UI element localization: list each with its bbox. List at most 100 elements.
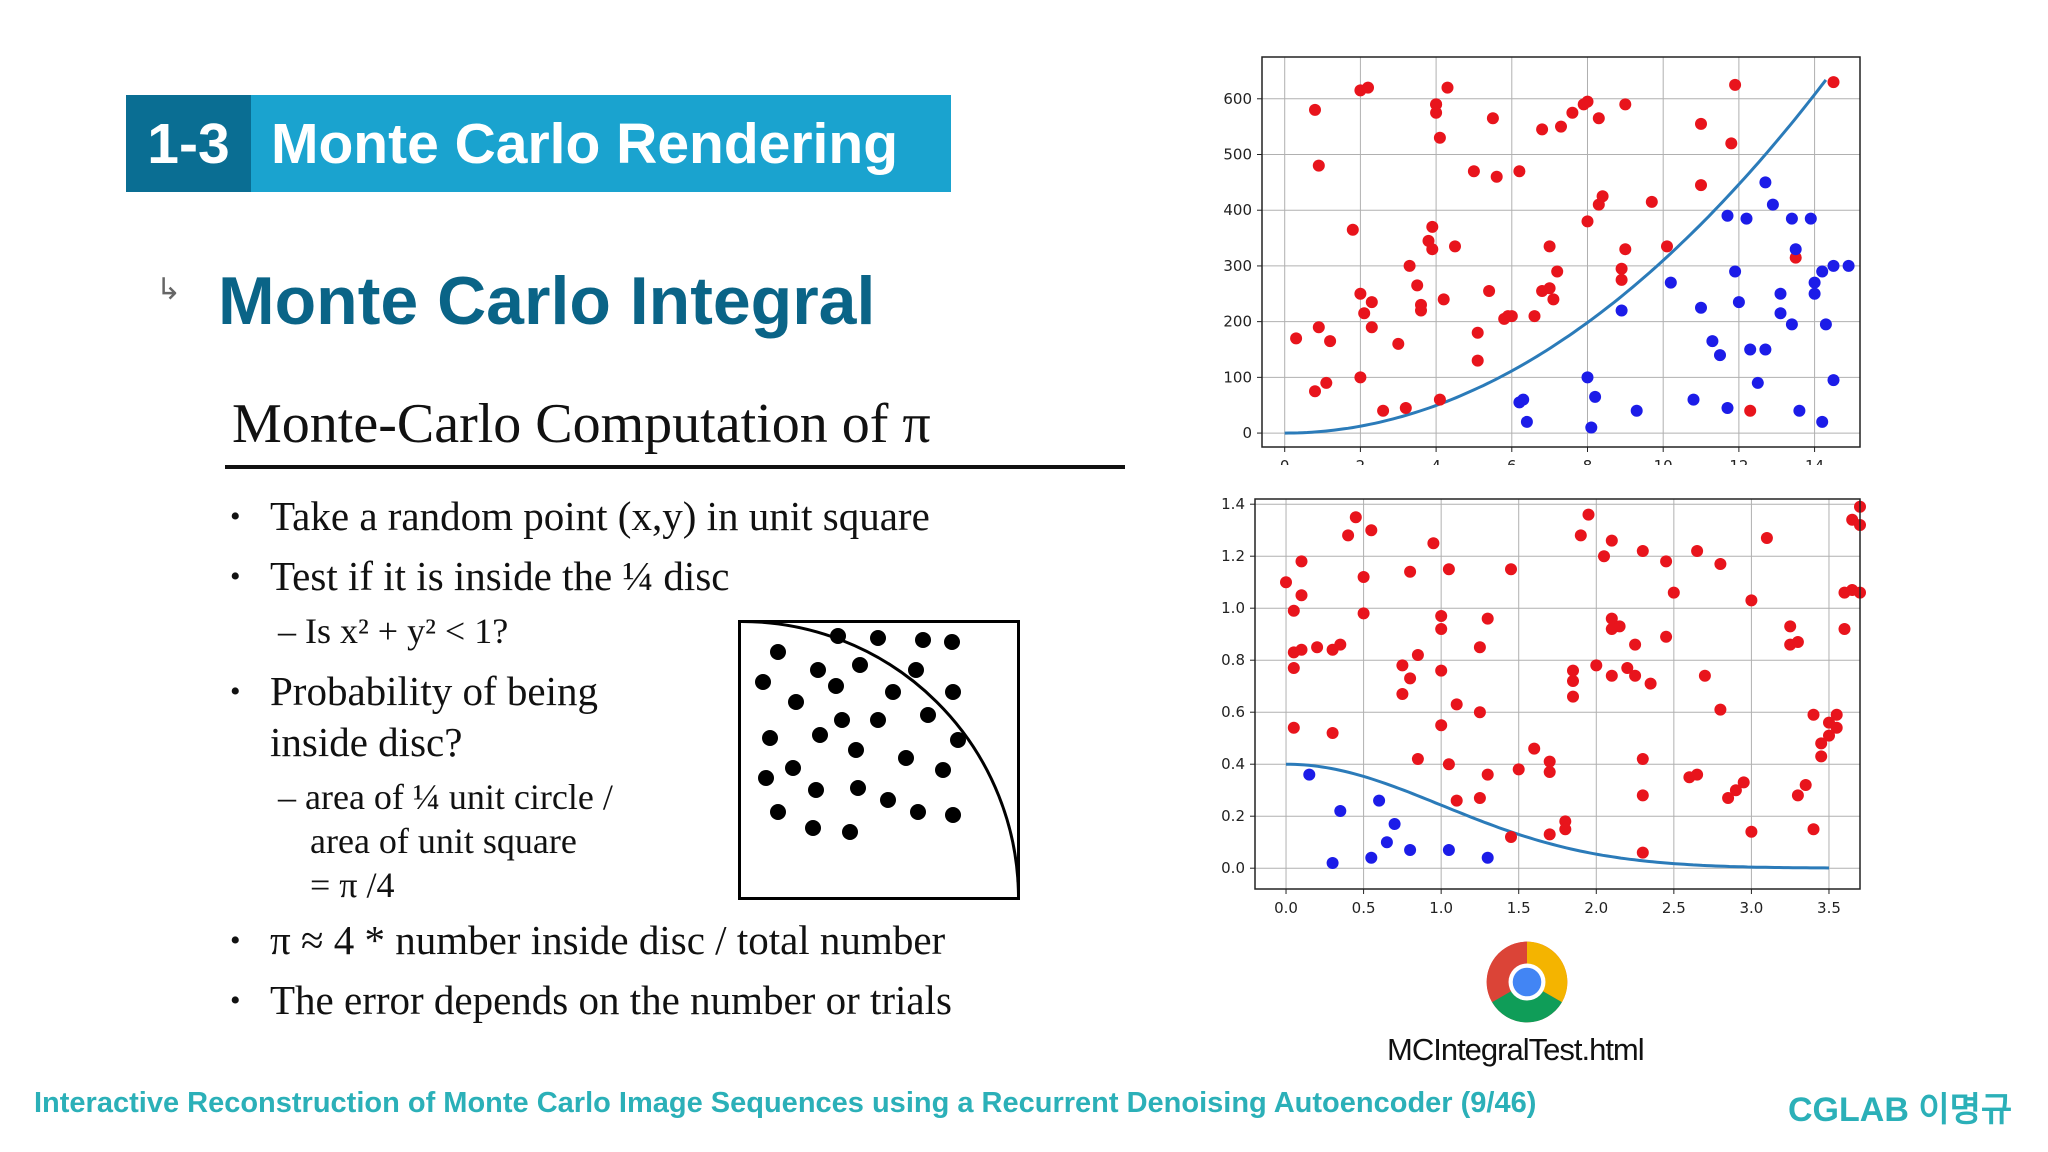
section-number: 1-3 [126,95,251,192]
scatter-point [1744,343,1757,356]
sample-point [758,770,774,786]
subtitle-divider [225,465,1125,469]
sub-bullet-cont: area of unit square [310,821,577,861]
sample-points [755,628,966,840]
scatter-point [1759,176,1772,189]
scatter-point [1619,98,1632,111]
scatter-point [1729,784,1742,797]
section-title: Monte Carlo Integral [218,263,876,339]
chrome-icon[interactable] [1485,940,1569,1024]
scatter-point [1388,818,1401,830]
scatter-point [1442,758,1455,771]
scatter-point [1377,404,1390,417]
sub-bullet: – area of ¼ unit circle / [278,777,613,817]
sample-point [762,730,778,746]
scatter-point [1365,851,1378,864]
sample-point [935,762,951,778]
scatter-point [1784,620,1797,633]
scatter-point [1830,721,1843,734]
x-tick-label: 1.5 [1507,899,1531,917]
y-tick-label: 200 [1223,313,1252,331]
scatter-point [1437,293,1450,306]
scatter-point [1615,304,1628,317]
scatter-point [1373,794,1386,807]
arrow-icon: ↳ [156,272,182,307]
scatter-point [1791,789,1804,802]
scatter-point [1630,404,1643,417]
sample-point [770,804,786,820]
scatter-point [1357,607,1370,620]
scatter-point [1816,415,1829,428]
scatter-point [1785,212,1798,225]
function-curve [1286,762,1830,870]
slide-header: 1-3 Monte Carlo Rendering [126,95,951,192]
scatter-point [1441,81,1454,94]
y-tick-label: 400 [1223,201,1252,219]
scatter-point [1380,836,1393,849]
unit-square [738,620,1020,900]
scatter-point [1714,703,1727,716]
scatter-point [1706,335,1719,348]
scatter-point [1471,326,1484,339]
scatter-point [1404,565,1417,578]
scatter-point [1543,755,1556,768]
scatter-point [1567,664,1579,677]
sub-bullet: – Is x² + y² < 1? [278,611,509,651]
scatter-point [1808,276,1821,289]
scatter-point [1543,828,1556,841]
scatter-point [1691,545,1704,557]
scatter-point [1695,301,1707,314]
scatter-point [1842,259,1855,272]
scatter-point [1644,677,1657,690]
x-tick-label: 10 [1654,457,1673,465]
scatter-point [1295,589,1308,602]
x-tick-label: 0 [1280,457,1290,465]
sample-point [880,792,896,808]
scatter-point [1486,112,1499,125]
sample-point [910,804,926,820]
scatter-point [1362,81,1374,94]
scatter-point [1816,265,1829,278]
scatter-point [1442,844,1455,856]
scatter-point [1449,240,1461,253]
scatter-point [1349,511,1362,524]
scatter-point [1807,823,1820,836]
function-curve [1284,78,1828,435]
subtitle: Monte-Carlo Computation of π [232,393,931,455]
scatter-point [1660,630,1673,643]
scatter-point [1320,376,1333,389]
scatter-point [1799,779,1812,791]
scatter-point [1513,165,1526,178]
scatter-point [1830,708,1843,721]
scatter-point [1721,402,1734,414]
x-tick-label: 2.5 [1662,899,1686,917]
scatter-point [1808,287,1821,300]
sample-point [898,750,914,766]
quarter-circle-arc [739,620,1020,899]
scatter-point [1589,390,1602,403]
scatter-point [1838,623,1851,635]
sample-point [950,732,966,748]
sample-point [945,684,961,700]
scatter-point [1427,537,1440,550]
scatter-point [1358,307,1371,320]
scatter-point [1645,195,1658,208]
sample-point [785,760,801,776]
y-tick-label: 1.0 [1221,599,1245,617]
scatter-point [1581,95,1594,108]
x-tick-label: 0.5 [1352,899,1376,917]
sample-point [755,674,771,690]
bullet-dot: • [230,560,241,593]
scatter-point [1426,220,1439,233]
scatter-point [1793,404,1806,417]
file-name[interactable]: MCIntegralTest.html [1387,1032,1645,1067]
scatter-point [1473,792,1486,804]
scatter-point [1615,262,1628,275]
scatter-point [1613,620,1626,633]
x-tick-label: 3.5 [1817,899,1841,917]
scatter-point [1729,265,1742,278]
scatter-point [1505,831,1517,843]
scatter-point [1295,555,1308,568]
scatter-point [1481,768,1494,781]
scatter-point [1430,106,1443,119]
